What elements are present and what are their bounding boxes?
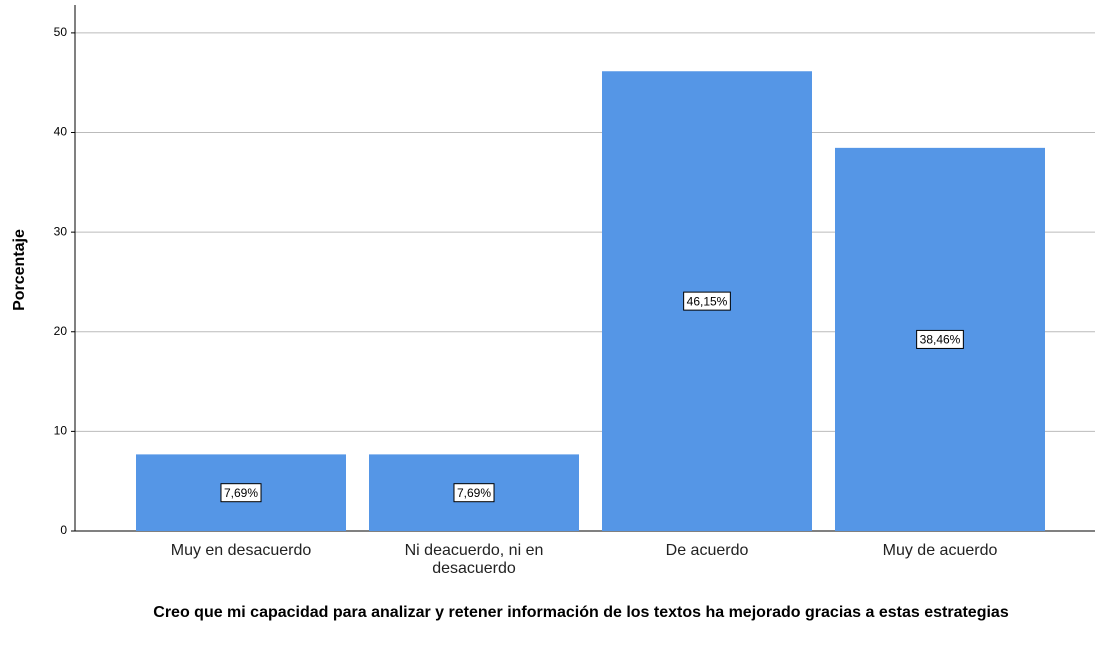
y-tick-label: 40 — [54, 125, 68, 139]
value-label-box — [453, 483, 495, 503]
value-label: 38,46% — [920, 333, 961, 347]
y-tick-label: 30 — [54, 224, 68, 238]
y-tick-label: 0 — [60, 523, 67, 537]
y-tick-label: 10 — [54, 424, 68, 438]
value-label-box — [220, 483, 262, 503]
y-tick-label: 20 — [54, 324, 68, 338]
x-tick-label: Ni deacuerdo, ni en desacuerdo — [404, 542, 544, 577]
x-axis-label: Creo que mi capacidad para analizar y re… — [153, 604, 1009, 621]
value-label: 7,69% — [224, 486, 258, 500]
value-label: 7,69% — [457, 486, 491, 500]
x-tick-label: Muy en desacuerdo — [170, 542, 312, 559]
y-tick-label: 50 — [54, 25, 68, 39]
value-label: 46,15% — [687, 294, 728, 308]
x-tick-label: Muy de acuerdo — [882, 542, 998, 559]
value-label-box — [683, 291, 731, 311]
y-axis-label: Porcentaje — [11, 229, 28, 311]
x-tick-label: De acuerdo — [665, 542, 749, 559]
value-label-box — [916, 329, 964, 349]
